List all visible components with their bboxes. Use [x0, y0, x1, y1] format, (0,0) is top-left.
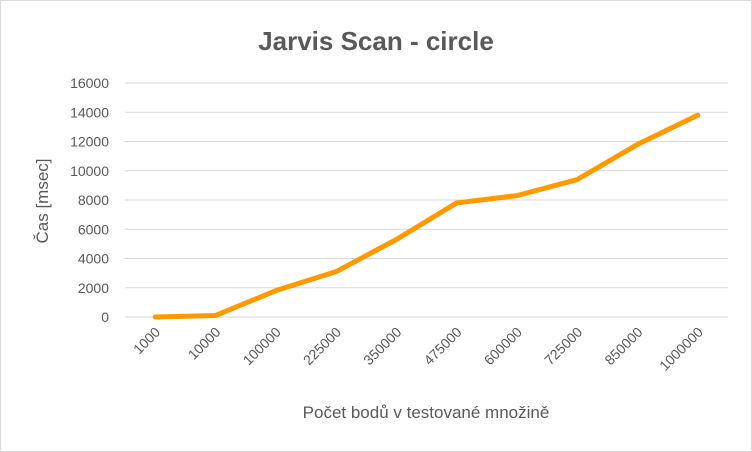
x-tick-label: 1000000: [656, 324, 706, 374]
y-tick-label: 8000: [78, 192, 109, 208]
x-tick-label: 100000: [240, 324, 284, 368]
x-tick-label: 850000: [601, 324, 645, 368]
x-axis-label: Počet bodů v testované množině: [303, 403, 550, 422]
y-tick-label: 10000: [70, 163, 109, 179]
x-tick-label: 600000: [481, 324, 525, 368]
y-tick-label: 16000: [70, 75, 109, 91]
series-line: [152, 112, 701, 320]
x-tick-label: 350000: [360, 324, 404, 368]
y-tick-label: 4000: [78, 251, 109, 267]
y-tick-label: 6000: [78, 221, 109, 237]
y-axis-ticks: 0 2000 4000 6000 8000 10000 12000 14000 16000: [70, 75, 109, 325]
chart-title: Jarvis Scan - circle: [258, 26, 494, 56]
y-axis-label: Čas [msec]: [33, 158, 52, 243]
y-tick-label: 2000: [78, 280, 109, 296]
x-axis-ticks: 1000 10000 100000 225000 350000 475000 600000 7…: [130, 324, 706, 374]
y-tick-label: 12000: [70, 134, 109, 150]
y-tick-label: 14000: [70, 104, 109, 120]
x-tick-label: 10000: [185, 324, 224, 363]
x-tick-label: 725000: [541, 324, 585, 368]
x-tick-label: 225000: [300, 324, 344, 368]
series-group: [152, 112, 701, 320]
x-tick-label: 475000: [420, 324, 464, 368]
gridlines: [125, 82, 728, 318]
y-tick-label: 0: [101, 309, 109, 325]
x-tick-label: 1000: [130, 324, 163, 357]
